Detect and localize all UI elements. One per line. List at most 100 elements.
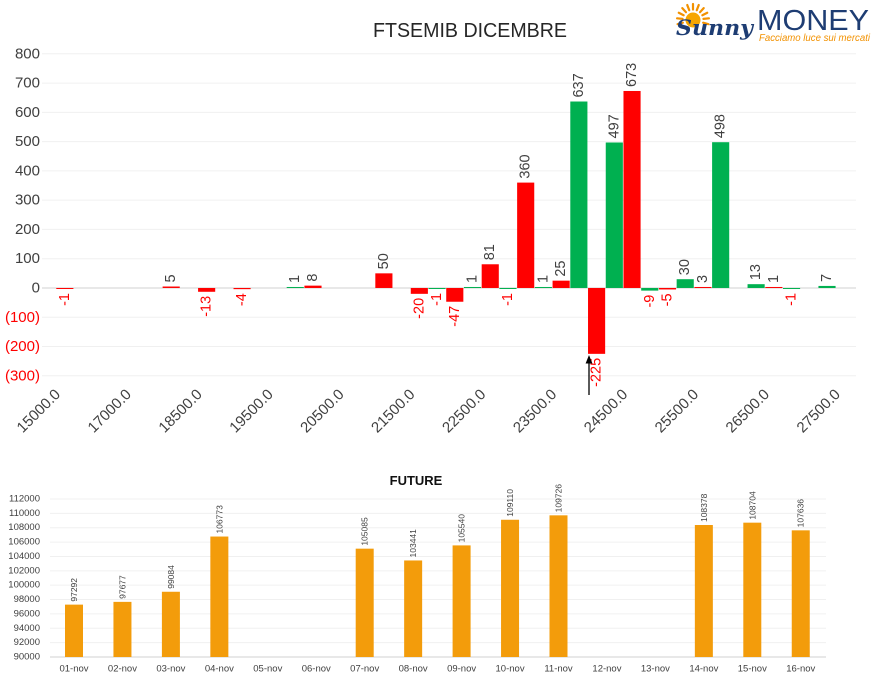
y-tick-label: 106000 xyxy=(8,537,40,548)
future-data-label-3: 106773 xyxy=(214,505,224,534)
x-tick-label: 06-nov xyxy=(302,664,331,675)
data-label-series-2-cat-9: 50 xyxy=(376,253,392,269)
y-tick-label: 600 xyxy=(15,104,40,121)
y-tick-label: 94000 xyxy=(14,623,40,634)
x-tick-label: 13-nov xyxy=(641,664,670,675)
data-label-series-1-cat-16: 497 xyxy=(606,114,622,138)
bar-series-2-cat-5 xyxy=(233,287,251,290)
y-tick-label: 96000 xyxy=(14,608,40,619)
y-tick-label: 200 xyxy=(15,221,40,238)
future-bar-3 xyxy=(210,536,229,657)
data-label-series-2-cat-16: 673 xyxy=(624,63,640,87)
future-bar-9 xyxy=(501,519,520,657)
bar-series-1-cat-15 xyxy=(570,101,588,288)
future-bar-2 xyxy=(161,591,180,657)
bar-series-2-cat-13 xyxy=(517,182,535,288)
y-tick-label: 104000 xyxy=(8,551,40,562)
bar-series-2-cat-20 xyxy=(765,286,783,288)
x-tick-label: 22500.0 xyxy=(439,386,489,436)
bar-series-2-cat-14 xyxy=(552,280,570,288)
bottom-chart-bars xyxy=(65,515,810,657)
sun-ray xyxy=(681,7,688,14)
x-tick-label: 15-nov xyxy=(738,664,767,675)
future-bar-0 xyxy=(65,604,83,657)
y-tick-label: 98000 xyxy=(14,594,40,605)
logo-brand-first: Sunny xyxy=(676,15,755,40)
future-data-label-8: 105540 xyxy=(457,514,467,543)
data-label-series-1-cat-17: -9 xyxy=(642,295,658,308)
bar-series-1-cat-17 xyxy=(641,287,659,291)
data-label-series-2-cat-7: 8 xyxy=(305,274,321,282)
x-tick-label: 27500.0 xyxy=(794,386,844,436)
bar-series-1-cat-13 xyxy=(499,287,517,289)
data-label-series-2-cat-10: -20 xyxy=(411,298,427,319)
x-tick-label: 14-nov xyxy=(689,664,718,675)
future-bar-7 xyxy=(404,560,423,657)
x-tick-label: 26500.0 xyxy=(723,386,773,436)
x-tick-label: 16-nov xyxy=(786,664,815,675)
data-label-series-2-cat-20: 1 xyxy=(766,275,782,283)
price-arrow-icon xyxy=(585,355,593,395)
sun-icon xyxy=(675,2,711,28)
x-tick-label: 07-nov xyxy=(350,664,379,675)
data-label-series-1-cat-19: 498 xyxy=(713,114,729,138)
bar-series-1-cat-21 xyxy=(783,287,801,289)
future-bar-1 xyxy=(113,601,132,657)
top-chart-x-axis: 15000.0 17000.0 18500.0 19500.0 20500.0 21500… xyxy=(14,386,844,436)
bar-series-2-cat-4 xyxy=(198,287,216,292)
arrow-head xyxy=(585,355,593,364)
bar-series-1-cat-11 xyxy=(428,287,446,289)
data-label-series-2-cat-0: -1 xyxy=(57,293,73,306)
logo-brand-second: MONEY xyxy=(757,5,869,37)
bar-series-2-cat-3 xyxy=(162,286,180,288)
bar-series-2-cat-15 xyxy=(588,287,606,354)
future-data-label-6: 105085 xyxy=(360,517,370,546)
x-tick-label: 21500.0 xyxy=(368,386,418,436)
future-data-label-1: 97677 xyxy=(117,575,127,599)
y-tick-label: 100 xyxy=(15,250,40,267)
bottom-chart-title: FUTURE xyxy=(390,473,443,488)
future-data-label-2: 99084 xyxy=(166,565,176,589)
x-tick-label: 02-nov xyxy=(108,664,137,675)
y-tick-label: 800 xyxy=(15,45,40,62)
future-bar-6 xyxy=(355,548,374,657)
future-data-label-15: 107636 xyxy=(796,499,806,528)
y-tick-label: 400 xyxy=(15,162,40,179)
sun-disc xyxy=(685,12,701,28)
data-label-series-1-cat-20: 13 xyxy=(748,264,764,280)
x-tick-label: 20500.0 xyxy=(297,386,347,436)
x-tick-label: 19500.0 xyxy=(226,386,276,436)
data-label-series-1-cat-14: 1 xyxy=(535,275,551,283)
data-label-series-2-cat-5: -4 xyxy=(234,293,250,306)
future-bar-10 xyxy=(549,515,568,657)
data-label-series-2-cat-17: -5 xyxy=(659,293,675,306)
y-tick-label: 92000 xyxy=(14,637,40,648)
y-tick-label: (100) xyxy=(5,309,40,326)
bottom-chart-x-axis: 01-nov 02-nov 03-nov 04-nov 05-nov 06-nov 07-n… xyxy=(59,664,815,675)
bar-series-2-cat-18 xyxy=(694,286,712,288)
x-tick-label: 10-nov xyxy=(496,664,525,675)
top-chart-title: FTSEMIB DICEMBRE xyxy=(373,20,567,42)
options-strike-chart: FTSEMIB DICEMBRE 80070060050040030020010… xyxy=(5,20,856,436)
y-tick-label: 102000 xyxy=(8,565,40,576)
future-bar-13 xyxy=(694,525,713,657)
data-label-series-1-cat-21: -1 xyxy=(784,293,800,306)
future-data-label-9: 109110 xyxy=(505,489,515,517)
y-tick-label: (300) xyxy=(5,367,40,384)
y-tick-label: (200) xyxy=(5,338,40,355)
x-tick-label: 23500.0 xyxy=(510,386,560,436)
future-data-label-13: 108378 xyxy=(699,493,709,522)
bar-series-1-cat-14 xyxy=(534,286,552,288)
bar-series-1-cat-7 xyxy=(286,286,304,288)
data-label-series-1-cat-11: -1 xyxy=(429,293,445,306)
sun-ray xyxy=(698,7,705,14)
x-tick-label: 04-nov xyxy=(205,664,234,675)
future-bar-14 xyxy=(743,522,762,657)
data-label-series-2-cat-4: -13 xyxy=(199,296,215,317)
y-tick-label: 700 xyxy=(15,75,40,92)
sun-ray xyxy=(686,3,691,12)
sun-ray xyxy=(702,17,711,21)
